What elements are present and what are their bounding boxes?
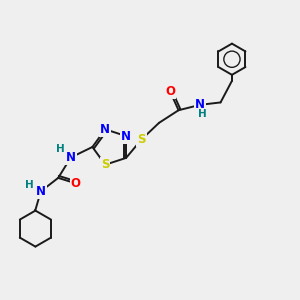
Text: N: N <box>66 151 76 164</box>
Text: N: N <box>36 185 46 198</box>
Text: S: S <box>101 158 110 171</box>
Text: H: H <box>198 110 207 119</box>
Text: O: O <box>70 177 81 190</box>
Text: N: N <box>100 123 110 136</box>
Text: S: S <box>137 133 146 146</box>
Text: H: H <box>25 180 34 190</box>
Text: O: O <box>165 85 175 98</box>
Text: H: H <box>56 143 65 154</box>
Text: N: N <box>195 98 205 111</box>
Text: N: N <box>121 130 131 142</box>
